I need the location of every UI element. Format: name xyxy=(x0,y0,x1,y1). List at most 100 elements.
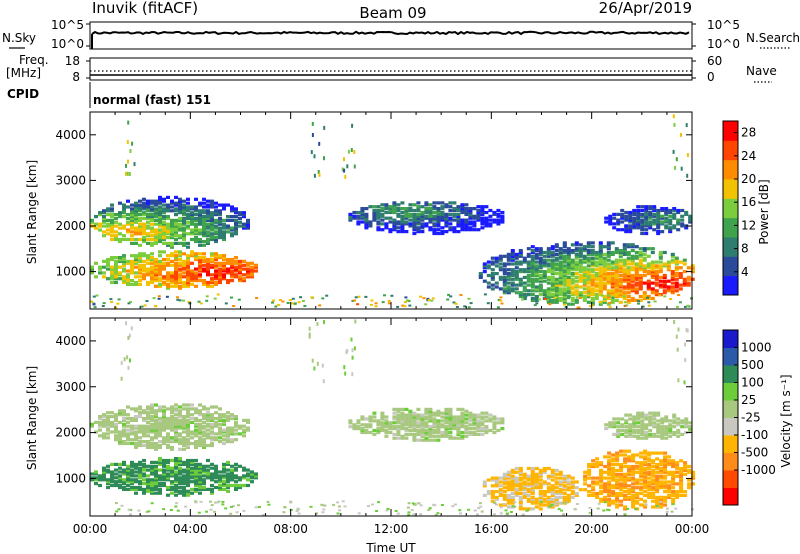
heatmap-cell xyxy=(122,422,126,426)
heatmap-cell xyxy=(218,273,222,277)
heatmap-cell xyxy=(492,210,497,215)
heatmap-cell xyxy=(534,272,539,276)
heatmap-cell xyxy=(182,220,186,224)
heatmap-cell xyxy=(198,478,202,482)
heatmap-cell xyxy=(126,472,130,476)
heatmap-cell xyxy=(174,483,178,488)
heatmap-cell xyxy=(671,474,676,478)
heatmap-cell xyxy=(542,466,547,471)
heatmap-cell xyxy=(114,415,118,419)
heatmap-cell xyxy=(158,422,162,426)
heatmap-cell xyxy=(102,466,106,470)
heatmap-cell xyxy=(542,499,547,503)
heatmap-cell xyxy=(400,423,405,427)
heatmap-cell xyxy=(130,241,134,245)
heatmap-cell xyxy=(476,423,481,427)
heatmap-cell xyxy=(126,487,130,491)
heatmap-cell xyxy=(162,440,166,444)
heatmap-cell xyxy=(388,205,393,209)
heatmap-cell xyxy=(416,425,421,429)
heatmap-cell xyxy=(178,409,182,413)
heatmap-cell xyxy=(182,284,186,288)
heatmap-cell xyxy=(599,476,604,480)
heatmap-cell xyxy=(210,254,214,258)
heatmap-cell xyxy=(218,483,222,488)
colorbar-tick-label: 8 xyxy=(741,242,749,256)
heatmap-cell xyxy=(594,293,599,297)
heatmap-cell xyxy=(154,413,158,417)
heatmap-cell xyxy=(546,250,551,255)
heatmap-cell xyxy=(606,273,611,278)
heatmap-cell xyxy=(182,441,186,446)
heatmap-cell xyxy=(178,234,182,238)
heatmap-cell xyxy=(128,333,131,338)
heatmap-cell xyxy=(448,434,453,438)
heatmap-cell xyxy=(488,218,493,222)
heatmap-cell xyxy=(652,434,657,438)
heatmap-cell xyxy=(460,205,465,209)
heatmap-cell xyxy=(684,226,689,230)
heatmap-cell xyxy=(432,207,437,211)
heatmap-cell xyxy=(178,261,182,265)
heatmap-cell xyxy=(444,220,449,224)
heatmap-cell xyxy=(530,256,535,260)
heatmap-cell xyxy=(392,203,397,207)
heatmap-cell xyxy=(674,256,679,260)
heatmap-cell xyxy=(130,418,134,422)
heatmap-cell xyxy=(666,268,671,272)
heatmap-cell xyxy=(364,222,369,226)
heatmap-cell xyxy=(222,237,226,242)
heatmap-cell xyxy=(404,222,409,226)
heatmap-cell xyxy=(582,275,587,279)
heatmap-cell xyxy=(615,478,620,482)
heatmap-cell xyxy=(534,247,539,251)
heatmap-cell xyxy=(464,224,469,228)
heatmap-cell xyxy=(190,215,194,219)
heatmap-cell xyxy=(154,203,158,207)
heatmap-cell xyxy=(206,199,210,203)
heatmap-cell xyxy=(640,226,645,230)
heatmap-cell xyxy=(455,306,459,308)
heatmap-cell xyxy=(599,490,604,494)
heatmap-cell xyxy=(602,270,607,274)
heatmap-cell xyxy=(642,258,647,262)
heatmap-cell xyxy=(618,249,623,253)
heatmap-cell xyxy=(186,213,190,217)
heatmap-cell xyxy=(110,269,114,273)
heatmap-cell xyxy=(222,265,226,269)
heatmap-cell xyxy=(490,283,495,287)
heatmap-cell xyxy=(447,293,451,296)
heatmap-cell xyxy=(518,470,523,474)
heatmap-cell xyxy=(114,256,118,260)
heatmap-cell xyxy=(566,279,571,283)
heatmap-cell xyxy=(566,270,571,274)
heatmap-cell xyxy=(166,472,170,476)
heatmap-cell xyxy=(444,218,449,222)
heatmap-cell xyxy=(170,245,174,249)
heatmap-cell xyxy=(380,228,385,232)
heatmap-cell xyxy=(650,268,655,272)
heatmap-cell xyxy=(198,261,202,265)
heatmap-cell xyxy=(636,224,641,228)
heatmap-cell xyxy=(222,261,226,265)
heatmap-cell xyxy=(530,490,535,494)
heatmap-cell xyxy=(122,256,126,260)
heatmap-cell xyxy=(602,294,607,299)
heatmap-cell xyxy=(242,222,246,226)
heatmap-cell xyxy=(364,295,368,298)
heatmap-cell xyxy=(660,207,665,211)
heatmap-cell xyxy=(237,298,241,301)
heatmap-cell xyxy=(106,277,110,281)
heatmap-cell xyxy=(627,459,632,463)
heatmap-cell xyxy=(130,215,134,219)
heatmap-cell xyxy=(627,468,632,472)
heatmap-cell xyxy=(672,421,677,425)
heatmap-cell xyxy=(619,484,624,488)
heatmap-cell xyxy=(566,277,571,281)
heatmap-cell xyxy=(607,470,612,474)
heatmap-cell xyxy=(182,252,186,256)
heatmap-cell xyxy=(497,299,501,301)
heatmap-cell xyxy=(146,411,150,415)
heatmap-cell xyxy=(546,293,551,297)
heatmap-cell xyxy=(186,407,190,411)
